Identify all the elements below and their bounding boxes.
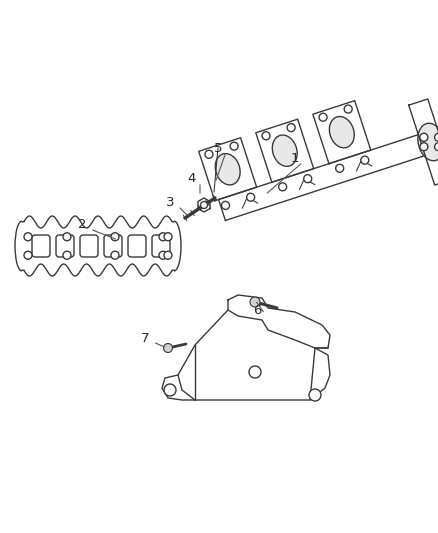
Circle shape bbox=[164, 384, 176, 396]
Text: 1: 1 bbox=[291, 151, 299, 165]
Text: 5: 5 bbox=[214, 141, 222, 155]
Circle shape bbox=[63, 233, 71, 241]
Circle shape bbox=[247, 193, 254, 201]
Circle shape bbox=[164, 251, 172, 259]
Circle shape bbox=[304, 175, 312, 183]
FancyBboxPatch shape bbox=[32, 235, 50, 257]
Circle shape bbox=[24, 251, 32, 259]
Circle shape bbox=[159, 233, 167, 241]
Ellipse shape bbox=[215, 154, 240, 185]
Text: 4: 4 bbox=[188, 172, 196, 184]
Circle shape bbox=[336, 164, 344, 172]
Text: 2: 2 bbox=[78, 219, 86, 231]
Text: 6: 6 bbox=[253, 303, 261, 317]
Text: 7: 7 bbox=[141, 332, 149, 344]
Text: 3: 3 bbox=[166, 196, 174, 208]
Circle shape bbox=[111, 233, 119, 241]
FancyBboxPatch shape bbox=[104, 235, 122, 257]
Ellipse shape bbox=[418, 123, 438, 161]
Circle shape bbox=[287, 124, 295, 132]
Ellipse shape bbox=[272, 135, 297, 166]
Circle shape bbox=[420, 133, 428, 141]
Circle shape bbox=[249, 366, 261, 378]
Circle shape bbox=[361, 156, 369, 164]
FancyBboxPatch shape bbox=[152, 235, 170, 257]
Circle shape bbox=[319, 113, 327, 121]
Circle shape bbox=[420, 143, 428, 151]
Circle shape bbox=[201, 201, 208, 208]
FancyBboxPatch shape bbox=[80, 235, 98, 257]
Circle shape bbox=[434, 133, 438, 141]
Circle shape bbox=[434, 143, 438, 151]
Circle shape bbox=[163, 343, 173, 352]
Circle shape bbox=[262, 132, 270, 140]
Circle shape bbox=[250, 297, 260, 307]
Circle shape bbox=[159, 251, 167, 259]
Circle shape bbox=[309, 389, 321, 401]
FancyBboxPatch shape bbox=[56, 235, 74, 257]
Circle shape bbox=[279, 183, 286, 191]
Circle shape bbox=[344, 105, 352, 113]
Circle shape bbox=[24, 233, 32, 241]
Ellipse shape bbox=[329, 117, 354, 148]
Circle shape bbox=[230, 142, 238, 150]
Circle shape bbox=[111, 251, 119, 259]
FancyBboxPatch shape bbox=[128, 235, 146, 257]
Circle shape bbox=[63, 251, 71, 259]
Circle shape bbox=[205, 150, 213, 158]
Circle shape bbox=[164, 233, 172, 241]
Circle shape bbox=[222, 201, 230, 209]
